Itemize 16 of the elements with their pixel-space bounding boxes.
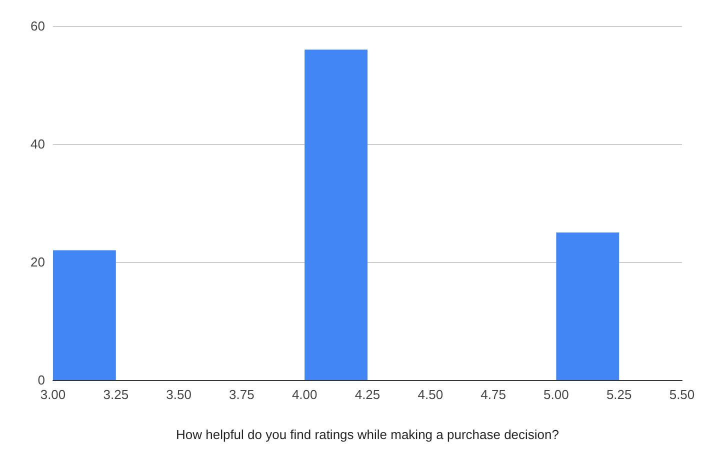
x-tick-label: 3.25 bbox=[103, 387, 129, 402]
x-tick-label: 4.00 bbox=[292, 387, 318, 402]
x-tick-label: 4.50 bbox=[418, 387, 444, 402]
x-tick-label: 5.50 bbox=[669, 387, 695, 402]
x-tick-label: 3.00 bbox=[40, 387, 66, 402]
y-tick-label: 40 bbox=[30, 136, 45, 152]
y-tick-label: 60 bbox=[30, 18, 45, 34]
y-tick-label: 20 bbox=[30, 254, 45, 270]
x-tick-label: 3.75 bbox=[229, 387, 254, 402]
x-tick-label: 4.25 bbox=[354, 387, 380, 402]
x-axis-title: How helpful do you find ratings while making a purchase decision? bbox=[176, 427, 559, 442]
y-tick-label: 0 bbox=[38, 372, 45, 388]
x-tick-label: 4.75 bbox=[480, 387, 506, 402]
x-tick-label: 5.00 bbox=[544, 387, 569, 402]
x-tick-label: 3.50 bbox=[166, 387, 192, 402]
x-tick-label: 5.25 bbox=[606, 387, 632, 402]
